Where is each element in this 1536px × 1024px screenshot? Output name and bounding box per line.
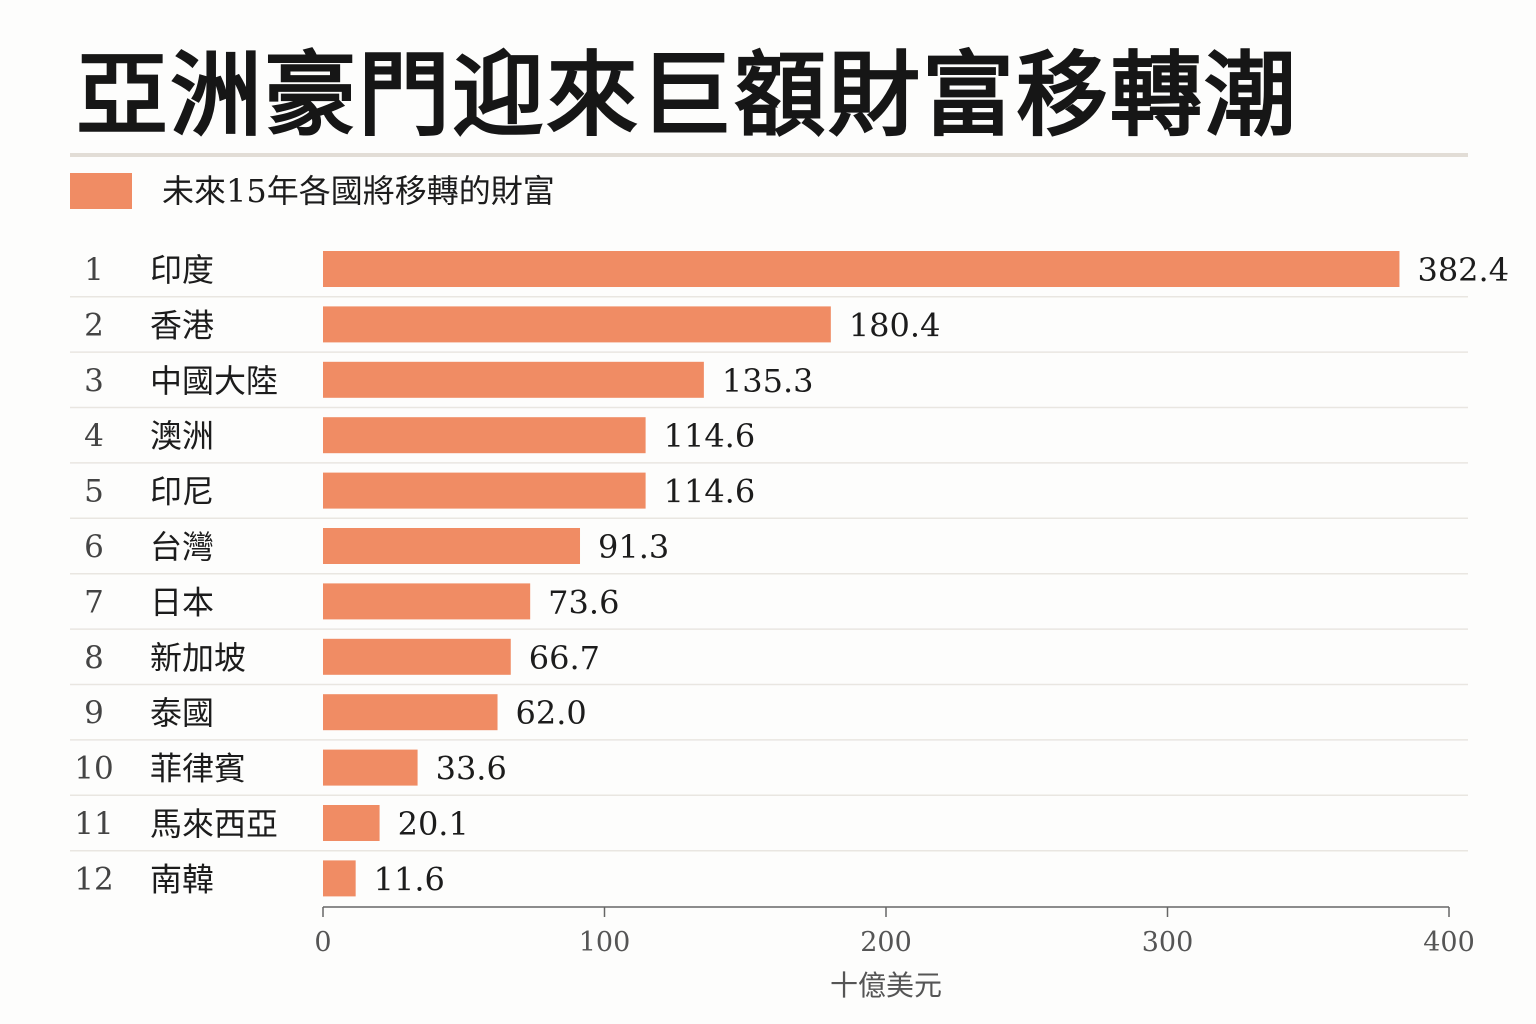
category-label: 南韓 [150,860,214,898]
legend-swatch [70,173,132,209]
value-label: 135.3 [722,362,814,400]
value-label: 11.6 [374,860,445,898]
category-label: 中國大陸 [150,362,278,400]
bar [323,583,531,620]
x-tick-label: 200 [860,927,912,958]
bar [323,694,498,731]
category-label: 菲律賓 [150,750,246,788]
bar [323,306,831,343]
title-divider [70,153,1468,157]
x-axis-title: 十億美元 [830,969,942,1002]
bar [323,472,646,509]
value-label: 180.4 [849,306,941,344]
rank-label: 12 [74,861,113,897]
rank-label: 3 [84,363,104,399]
bar [323,528,581,564]
rank-label: 7 [84,584,104,620]
rank-label: 4 [84,418,104,454]
category-label: 馬來西亞 [150,805,278,843]
value-label: 66.7 [529,639,600,677]
rank-label: 6 [84,529,104,565]
bar [323,361,704,398]
value-label: 114.6 [664,417,756,455]
category-label: 印尼 [150,473,214,511]
value-label: 33.6 [436,750,507,788]
category-label: 泰國 [150,694,214,732]
chart-title: 亞洲豪門迎來巨額財富移轉潮 [76,41,1299,149]
rank-label: 5 [84,474,104,510]
rank-label: 9 [84,695,104,731]
bar [323,749,418,786]
x-tick-label: 400 [1423,927,1475,958]
category-label: 台灣 [150,528,214,566]
rank-label: 2 [84,307,104,343]
x-tick-label: 0 [314,927,331,958]
bar [323,638,511,675]
value-label: 62.0 [516,694,587,732]
value-label: 114.6 [664,473,756,511]
bar [323,860,356,897]
rank-label: 8 [84,640,104,676]
category-label: 印度 [150,251,214,289]
rank-label: 10 [74,751,113,787]
value-label: 91.3 [598,528,669,566]
x-tick-label: 100 [579,927,631,958]
category-label: 新加坡 [150,639,246,677]
category-label: 香港 [150,306,214,344]
category-label: 澳洲 [150,417,214,455]
value-label: 73.6 [548,583,619,621]
legend-label: 未來15年各國將移轉的財富 [162,172,555,210]
rank-label: 11 [74,806,113,842]
bar [323,251,1400,287]
value-label: 382.4 [1417,251,1509,289]
bar [323,805,380,841]
rank-label: 1 [84,252,104,288]
value-label: 20.1 [398,805,469,843]
category-label: 日本 [150,583,214,621]
x-tick-label: 300 [1142,927,1194,958]
bar [323,417,646,454]
